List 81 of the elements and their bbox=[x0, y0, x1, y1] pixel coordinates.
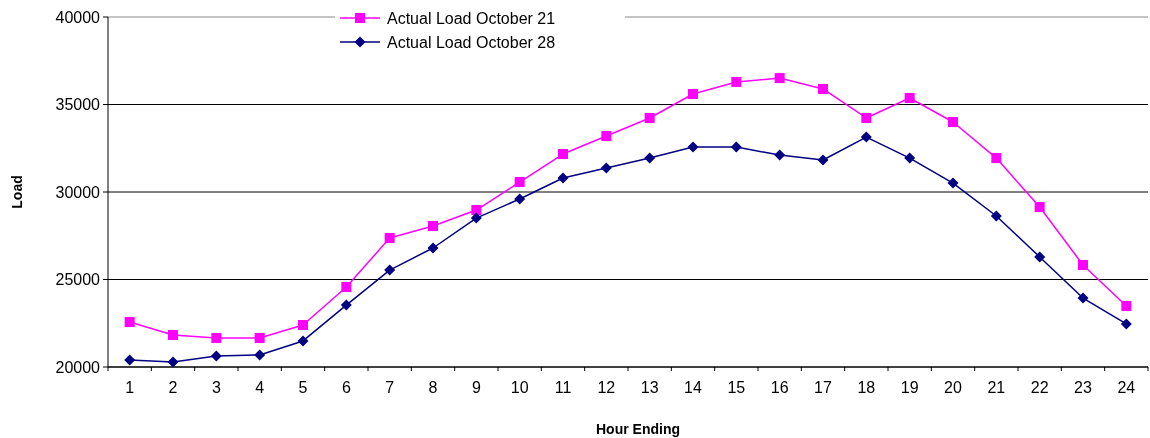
x-tick-label: 8 bbox=[428, 379, 438, 396]
point bbox=[211, 332, 222, 343]
x-tick-label: 24 bbox=[1117, 379, 1136, 396]
point bbox=[644, 152, 656, 164]
x-tick-label: 14 bbox=[684, 379, 702, 396]
point bbox=[730, 141, 742, 153]
x-tick-label: 9 bbox=[471, 379, 481, 396]
y-tick-label: 40000 bbox=[55, 8, 101, 26]
point bbox=[600, 162, 612, 174]
point bbox=[341, 282, 352, 293]
point bbox=[297, 335, 309, 347]
point bbox=[948, 117, 958, 127]
point bbox=[1034, 202, 1045, 213]
point bbox=[384, 264, 396, 276]
point bbox=[167, 356, 179, 368]
point bbox=[688, 89, 698, 99]
point bbox=[1121, 300, 1132, 311]
point bbox=[298, 320, 308, 330]
x-tick-label: 12 bbox=[597, 379, 616, 396]
legend-label: Actual Load October 28 bbox=[387, 33, 556, 51]
point bbox=[124, 317, 135, 328]
point bbox=[991, 153, 1002, 164]
point bbox=[124, 354, 136, 366]
point bbox=[904, 93, 915, 104]
x-axis-title: Hour Ending bbox=[596, 421, 680, 437]
x-tick-label: 21 bbox=[987, 379, 1006, 396]
point bbox=[471, 205, 482, 216]
point bbox=[1034, 251, 1046, 263]
x-tick-label: 17 bbox=[814, 379, 832, 396]
point bbox=[1078, 259, 1088, 270]
point bbox=[990, 210, 1002, 222]
y-tick-label: 25000 bbox=[55, 271, 101, 289]
point bbox=[904, 152, 916, 164]
point bbox=[254, 349, 266, 361]
point bbox=[514, 177, 525, 188]
x-tick-label: 6 bbox=[341, 379, 351, 396]
point bbox=[731, 76, 742, 87]
x-tick-label: 4 bbox=[255, 379, 265, 396]
point bbox=[470, 212, 482, 224]
point bbox=[168, 329, 178, 340]
point bbox=[861, 112, 872, 123]
x-tick-label: 15 bbox=[727, 379, 746, 396]
x-tick-label: 7 bbox=[385, 379, 395, 396]
x-tick-label: 2 bbox=[168, 379, 178, 396]
x-tick-label: 23 bbox=[1074, 379, 1092, 396]
x-tick-label: 20 bbox=[944, 379, 962, 396]
point bbox=[384, 233, 395, 244]
point bbox=[774, 149, 786, 161]
x-tick-label: 13 bbox=[640, 379, 659, 396]
point bbox=[687, 141, 699, 153]
point bbox=[428, 220, 438, 231]
x-tick-label: 10 bbox=[510, 379, 529, 396]
point bbox=[427, 242, 439, 254]
x-tick-label: 11 bbox=[554, 379, 572, 396]
x-tick-label: 1 bbox=[125, 379, 135, 396]
point bbox=[1077, 292, 1089, 304]
point bbox=[1120, 318, 1132, 330]
point bbox=[860, 131, 872, 143]
x-tick-label: 16 bbox=[770, 379, 789, 396]
y-tick-label: 30000 bbox=[55, 183, 101, 201]
point bbox=[514, 193, 526, 205]
point bbox=[254, 332, 265, 343]
y-axis-title: Load bbox=[9, 175, 25, 209]
point bbox=[210, 350, 222, 362]
point bbox=[644, 112, 655, 123]
y-tick-label: 20000 bbox=[55, 358, 101, 376]
point bbox=[947, 177, 959, 189]
x-tick-label: 22 bbox=[1030, 379, 1049, 396]
point bbox=[817, 154, 829, 166]
point bbox=[340, 299, 352, 311]
point bbox=[774, 73, 785, 84]
x-tick-label: 18 bbox=[857, 379, 876, 396]
point bbox=[601, 131, 612, 141]
point bbox=[818, 83, 828, 94]
y-tick-label: 35000 bbox=[55, 96, 101, 114]
x-tick-label: 3 bbox=[211, 379, 221, 396]
point bbox=[557, 172, 569, 184]
point bbox=[558, 149, 568, 160]
x-tick-label: 19 bbox=[900, 379, 919, 396]
x-tick-label: 5 bbox=[298, 379, 308, 396]
legend-label: Actual Load October 21 bbox=[387, 9, 556, 27]
